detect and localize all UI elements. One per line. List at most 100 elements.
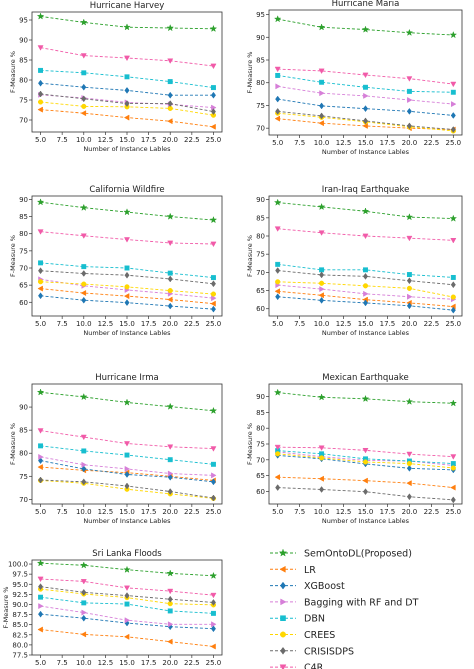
data-point xyxy=(124,601,130,607)
series-crisisdps xyxy=(275,484,456,504)
data-point xyxy=(450,281,456,289)
data-point xyxy=(275,95,281,103)
x-tick-label: 15.0 xyxy=(119,136,135,144)
data-point xyxy=(81,70,87,76)
data-point xyxy=(405,397,414,405)
data-point xyxy=(123,208,131,216)
data-point xyxy=(80,53,87,59)
data-point xyxy=(124,74,130,80)
data-point xyxy=(36,388,45,396)
x-tick-label: 12.5 xyxy=(98,136,114,144)
data-point xyxy=(210,461,216,467)
data-point xyxy=(362,477,368,484)
data-point xyxy=(210,610,216,616)
series-semontodl-proposed xyxy=(36,198,218,224)
data-point xyxy=(167,79,173,85)
data-point xyxy=(363,84,368,90)
series-c4r xyxy=(37,229,217,248)
x-tick-label: 20.0 xyxy=(162,508,178,516)
y-tick-label: 75 xyxy=(19,247,28,255)
series-xgboost xyxy=(275,95,456,119)
y-tick-label: 90 xyxy=(256,196,265,204)
series-line xyxy=(277,118,454,130)
legend: SemOntoDL(Proposed) LR XGBoost Bagging with… xyxy=(270,548,419,669)
y-tick-label: 75 xyxy=(256,441,265,449)
data-point xyxy=(167,275,173,283)
series-bagging-with-rf-and-dt xyxy=(38,453,217,479)
data-point xyxy=(317,202,326,211)
x-tick-label: 12.5 xyxy=(98,320,114,328)
series-crees xyxy=(275,279,456,300)
data-point xyxy=(81,296,87,304)
data-point xyxy=(37,279,44,285)
data-point xyxy=(81,614,87,622)
x-tick-label: 25.0 xyxy=(446,508,462,516)
y-tick-label: 95 xyxy=(256,11,265,19)
data-point xyxy=(211,621,217,628)
data-point xyxy=(318,292,324,299)
data-point xyxy=(210,446,217,452)
data-point xyxy=(124,86,130,94)
data-point xyxy=(273,15,282,23)
x-tick-label: 10.0 xyxy=(314,139,330,147)
data-point xyxy=(81,103,87,109)
x-tick-label: 5.0 xyxy=(35,659,46,667)
legend-marker xyxy=(280,646,286,655)
chart-panel-mexican-earthquake: Mexican Earthquake 5.0 7.5 10.0 12.5 15.0 17.5… xyxy=(246,373,463,525)
series-xgboost xyxy=(38,457,216,486)
data-point xyxy=(81,448,87,454)
series-dbn xyxy=(38,443,216,467)
data-point xyxy=(38,292,44,300)
x-tick-label: 20.0 xyxy=(162,659,178,667)
data-point xyxy=(406,235,413,242)
data-point xyxy=(38,476,44,484)
y-tick-label: 90 xyxy=(19,196,28,204)
series-bagging-with-rf-and-dt xyxy=(275,282,457,303)
data-point xyxy=(81,281,87,287)
series-lr xyxy=(37,626,216,650)
y-tick-label: 75 xyxy=(19,97,28,105)
data-point xyxy=(210,625,216,633)
data-point xyxy=(319,90,325,97)
data-point xyxy=(37,45,44,51)
chart-panels: Hurricane Harvey 5.0 7.5 10.0 12.5 15.0 17.5 20… xyxy=(2,0,463,669)
y-tick-label: 80.0 xyxy=(12,641,28,649)
y-tick-label: 85 xyxy=(256,57,265,65)
x-tick-label: 20.0 xyxy=(162,136,178,144)
data-point xyxy=(123,398,131,406)
data-point xyxy=(38,443,44,449)
data-point xyxy=(406,277,412,285)
data-point xyxy=(38,67,44,73)
data-point xyxy=(275,293,281,301)
data-point xyxy=(406,302,412,310)
y-axis-label: F-Measure % xyxy=(9,51,17,93)
data-point xyxy=(449,214,458,222)
data-point xyxy=(37,285,43,292)
data-point xyxy=(124,471,130,478)
x-tick-label: 7.5 xyxy=(57,320,68,328)
series-xgboost xyxy=(38,79,216,99)
y-tick-label: 80 xyxy=(256,425,265,433)
y-axis-label: F-Measure % xyxy=(246,423,254,465)
data-point xyxy=(406,285,412,291)
data-point xyxy=(317,393,326,401)
data-point xyxy=(166,569,175,577)
series-semontodl-proposed xyxy=(273,198,458,222)
y-tick-label: 85 xyxy=(256,409,265,417)
series-crees xyxy=(37,279,217,297)
y-tick-label: 80 xyxy=(19,77,28,85)
x-tick-label: 17.5 xyxy=(380,508,396,516)
data-point xyxy=(81,588,87,596)
legend-item-crisisdps: CRISISDPS xyxy=(270,646,354,657)
data-point xyxy=(167,91,173,99)
data-point xyxy=(450,306,456,314)
series-line xyxy=(277,284,454,300)
data-point xyxy=(37,576,44,583)
data-point xyxy=(167,270,173,276)
data-point xyxy=(363,92,369,99)
data-point xyxy=(210,643,216,650)
series-line xyxy=(277,75,454,93)
series-semontodl-proposed xyxy=(36,559,218,580)
series-xgboost xyxy=(275,293,456,314)
